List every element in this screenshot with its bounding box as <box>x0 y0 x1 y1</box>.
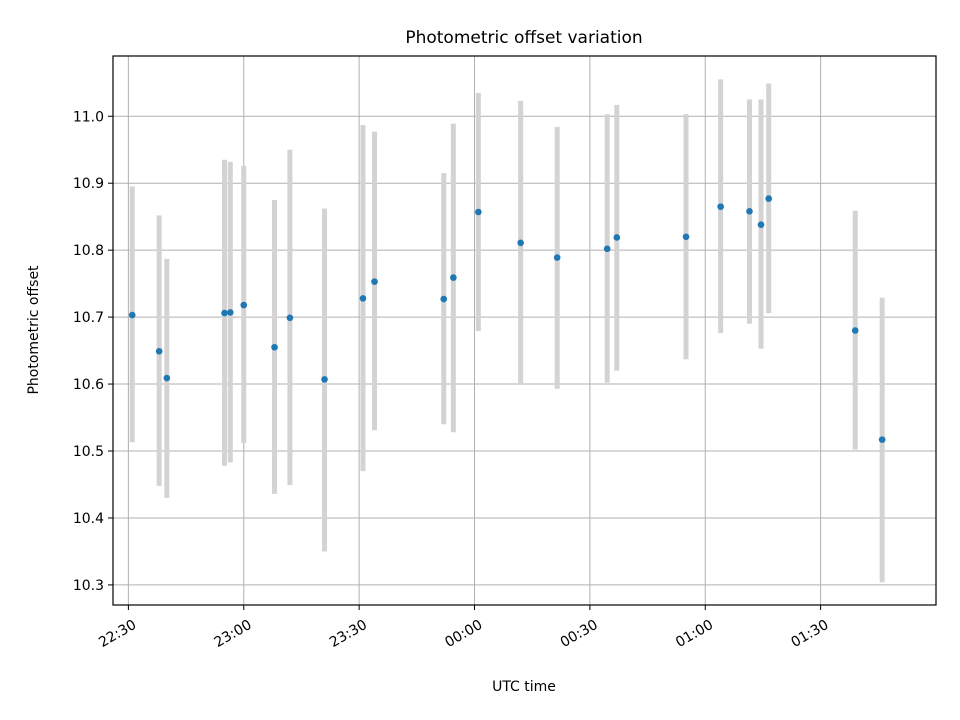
data-point <box>371 278 378 285</box>
chart-title: Photometric offset variation <box>405 28 642 48</box>
errorbar-layer <box>129 79 885 583</box>
data-point <box>517 239 524 247</box>
data-point <box>271 343 278 351</box>
data-point <box>746 208 753 215</box>
data-point <box>603 245 611 253</box>
x-tick-layer: 22:30 23:00 23:30 00:00 00:30 01:00 01:30 <box>96 605 831 651</box>
data-point <box>878 436 886 443</box>
x-tick-label: 01:30 <box>788 617 831 651</box>
y-tick-label: 10.4 <box>73 511 104 527</box>
grid-layer <box>113 56 936 605</box>
data-point <box>321 376 328 383</box>
data-point <box>682 233 690 241</box>
y-tick-label: 11.0 <box>73 109 104 125</box>
data-point <box>359 295 367 302</box>
data-point <box>128 311 136 319</box>
data-point <box>757 221 765 229</box>
data-point <box>286 314 294 322</box>
x-tick-label: 00:00 <box>442 617 485 651</box>
data-point <box>163 374 171 382</box>
y-tick-layer: 10.3 10.4 10.5 10.6 10.7 10.8 10.9 11.0 <box>73 109 113 594</box>
data-point <box>221 309 228 317</box>
data-point <box>155 347 163 355</box>
data-point <box>240 301 248 309</box>
x-axis-label: UTC time <box>492 679 556 695</box>
x-tick-label: 23:30 <box>327 617 370 651</box>
point-layer <box>128 195 886 443</box>
y-tick-label: 10.8 <box>73 243 104 259</box>
plot-frame <box>112 55 937 606</box>
x-tick-label: 01:00 <box>673 617 716 651</box>
y-tick-label: 10.9 <box>73 176 104 192</box>
data-point <box>450 274 457 281</box>
data-point <box>475 208 482 216</box>
x-tick-label: 23:00 <box>212 617 255 651</box>
x-tick-label: 00:30 <box>558 617 601 651</box>
y-axis-label: Photometric offset <box>26 265 42 395</box>
data-point <box>553 254 561 261</box>
y-tick-label: 10.3 <box>73 578 104 594</box>
data-point <box>226 309 234 316</box>
data-point <box>613 234 621 241</box>
data-point <box>717 203 724 210</box>
data-point <box>765 195 773 202</box>
data-point <box>440 295 448 303</box>
x-tick-label: 22:30 <box>96 617 139 651</box>
y-tick-label: 10.6 <box>73 377 104 393</box>
data-point <box>851 327 859 334</box>
y-tick-label: 10.7 <box>73 310 104 326</box>
y-tick-label: 10.5 <box>73 444 104 460</box>
